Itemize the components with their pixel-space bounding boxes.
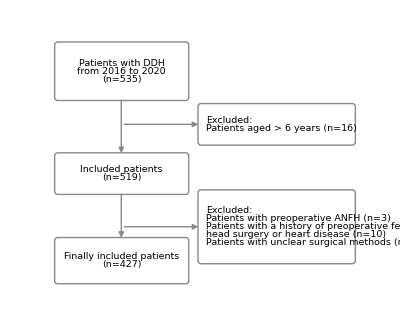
FancyBboxPatch shape [198,104,355,145]
Text: (n=535): (n=535) [102,75,142,84]
FancyBboxPatch shape [55,153,189,194]
Text: Patients with preoperative ANFH (n=3): Patients with preoperative ANFH (n=3) [206,214,391,223]
Text: Patients aged > 6 years (n=16): Patients aged > 6 years (n=16) [206,124,357,133]
Text: head surgery or heart disease (n=10): head surgery or heart disease (n=10) [206,230,386,239]
Text: Patients with unclear surgical methods (n=79): Patients with unclear surgical methods (… [206,238,400,248]
Text: Excluded:: Excluded: [206,206,252,215]
FancyBboxPatch shape [55,42,189,100]
Text: Included patients: Included patients [80,165,163,174]
Text: (n=427): (n=427) [102,260,142,269]
Text: Finally included patients: Finally included patients [64,252,179,261]
Text: (n=519): (n=519) [102,173,142,182]
FancyBboxPatch shape [55,237,189,284]
Text: Patients with a history of preoperative femoral: Patients with a history of preoperative … [206,222,400,231]
Text: Excluded:: Excluded: [206,116,252,125]
FancyBboxPatch shape [198,190,355,264]
Text: Patients with DDH: Patients with DDH [79,59,165,68]
Text: from 2016 to 2020: from 2016 to 2020 [77,67,166,76]
